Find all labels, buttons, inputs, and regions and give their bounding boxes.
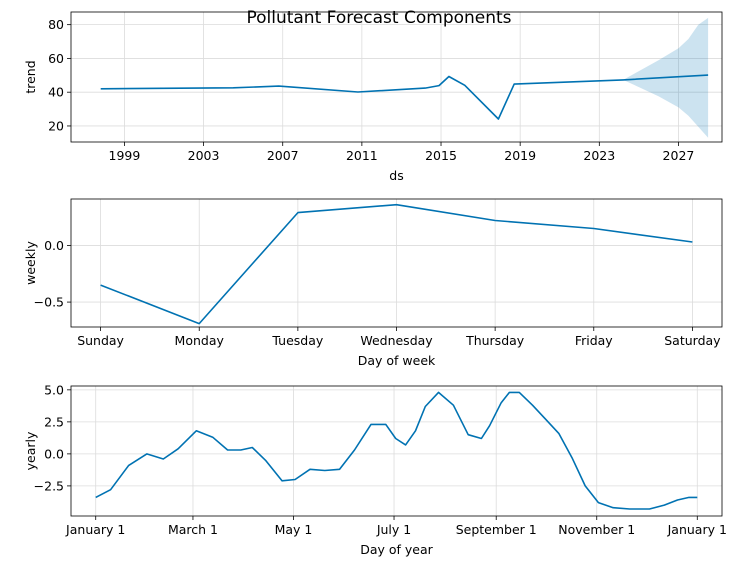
x-axis-label: ds <box>389 168 403 183</box>
x-tick-label: 2007 <box>267 148 299 163</box>
x-tick-label: September 1 <box>456 522 537 537</box>
x-tick-label: July 1 <box>376 522 411 537</box>
x-tick-label: November 1 <box>558 522 635 537</box>
series-line-trend <box>100 74 709 120</box>
x-tick-label: 2023 <box>583 148 615 163</box>
y-tick-label: 0.0 <box>44 446 64 461</box>
x-tick-label: May 1 <box>275 522 313 537</box>
x-tick-label: 2015 <box>425 148 457 163</box>
x-tick-label: 2011 <box>346 148 378 163</box>
y-tick-label: −0.5 <box>34 295 64 310</box>
x-tick-label: Thursday <box>465 333 525 348</box>
y-axis-label: trend <box>23 60 38 93</box>
plot-frame <box>70 385 723 517</box>
panel-trend: 1999 2003 2007 2011 2015 2019 2023 2027 20 40 60 80… <box>23 11 723 183</box>
x-tick-label: 1999 <box>109 148 141 163</box>
y-tick-label: 60 <box>48 51 64 66</box>
x-tick-label: Sunday <box>77 333 124 348</box>
series-line-yearly <box>95 391 698 510</box>
panel-yearly: January 1 March 1 May 1 July 1 September 1 No… <box>23 382 727 557</box>
x-tick-label: 2019 <box>504 148 536 163</box>
x-tick-label: Saturday <box>664 333 721 348</box>
x-tick-label: Friday <box>575 333 613 348</box>
y-axis-label: weekly <box>23 241 38 285</box>
y-tick-label: 40 <box>48 85 64 100</box>
y-tick-label: −2.5 <box>34 478 64 493</box>
series-line-weekly <box>100 203 693 325</box>
panel-weekly: Sunday Monday Tuesday Wednesday Thursday Frid… <box>23 198 723 368</box>
y-tick-label: 0.0 <box>44 238 64 253</box>
y-tick-label: 2.5 <box>44 414 64 429</box>
y-tick-label: 80 <box>48 17 64 32</box>
x-axis-label: Day of year <box>360 542 433 557</box>
x-tick-label: 2003 <box>188 148 220 163</box>
x-tick-label: 2027 <box>663 148 695 163</box>
x-tick-label: January 1 <box>65 522 125 537</box>
x-tick-label: Tuesday <box>271 333 323 348</box>
x-axis-label: Day of week <box>358 353 436 368</box>
y-tick-label: 20 <box>48 118 64 133</box>
y-tick-label: 5.0 <box>44 382 64 397</box>
x-tick-label: March 1 <box>168 522 218 537</box>
figure-title: Pollutant Forecast Components <box>246 8 512 28</box>
y-axis-label: yearly <box>23 431 38 470</box>
x-tick-label: January 1 <box>667 522 727 537</box>
x-tick-label: Wednesday <box>360 333 433 348</box>
plot-frame <box>70 11 723 143</box>
x-tick-label: Monday <box>175 333 225 348</box>
